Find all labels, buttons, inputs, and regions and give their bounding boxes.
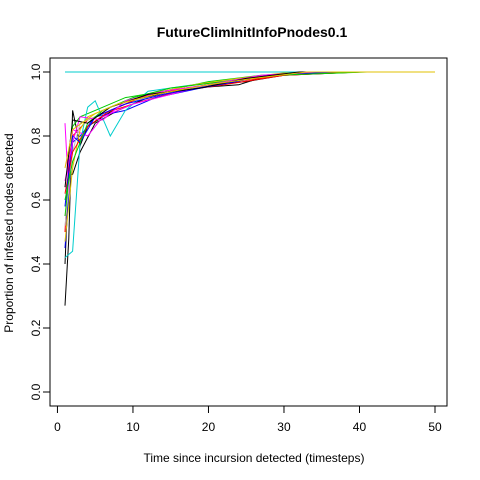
series-line-5 (64, 71, 435, 249)
x-tick-label: 0 (54, 420, 61, 434)
series-line-2 (64, 71, 435, 265)
y-axis: 0.0 0.2 0.4 0.6 0.8 1.0 (29, 63, 51, 400)
series-line-9 (64, 71, 435, 226)
y-tick-label: 0.0 (29, 383, 43, 400)
series-line-3 (64, 71, 435, 233)
y-axis-label: Proportion of infested nodes detected (2, 133, 16, 332)
series-line-11 (64, 71, 435, 194)
series-line-4 (64, 71, 435, 217)
x-axis-label: Time since incursion detected (timesteps… (144, 451, 365, 465)
x-tick-label: 20 (202, 420, 216, 434)
series-line-15 (64, 71, 435, 188)
series-layer (64, 71, 435, 306)
series-line-16 (64, 71, 435, 169)
y-tick-label: 0.6 (29, 191, 43, 208)
series-line-7 (64, 71, 435, 194)
x-tick-label: 30 (277, 420, 291, 434)
chart-title: FutureClimInitInfoPnodes0.1 (157, 24, 348, 40)
y-tick-label: 0.4 (29, 255, 43, 272)
x-tick-label: 10 (126, 420, 140, 434)
series-line-12 (64, 71, 435, 207)
x-axis: 0 10 20 30 40 50 (54, 405, 442, 434)
y-tick-label: 0.2 (29, 319, 43, 336)
series-line-8 (64, 71, 435, 242)
x-tick-label: 40 (353, 420, 367, 434)
x-tick-label: 50 (428, 420, 442, 434)
series-line-13 (64, 71, 435, 201)
y-tick-label: 1.0 (29, 63, 43, 80)
y-tick-label: 0.8 (29, 127, 43, 144)
series-line-1 (64, 71, 435, 306)
series-line-14 (64, 71, 435, 181)
